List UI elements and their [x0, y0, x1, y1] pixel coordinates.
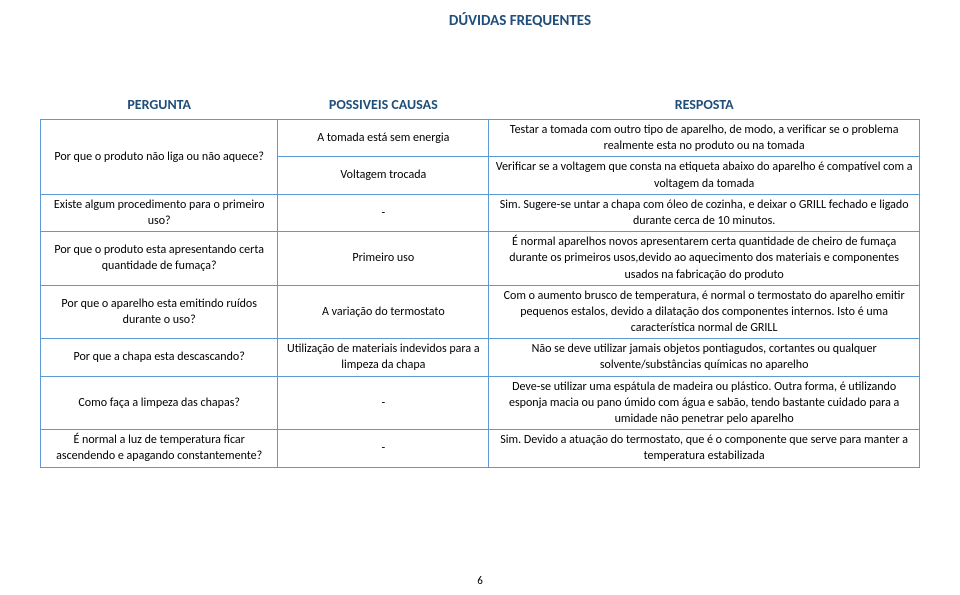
cell-question: Existe algum procedimento para o primeir… [41, 194, 278, 231]
header-cause: POSSIVEIS CAUSAS [278, 90, 489, 120]
faq-table: PERGUNTA POSSIVEIS CAUSAS RESPOSTA Por q… [40, 90, 920, 468]
table-row: Como faça a limpeza das chapas? - Deve-s… [41, 376, 920, 430]
cell-question: É normal a luz de temperatura ficar asce… [41, 430, 278, 467]
cell-question: Por que a chapa esta descascando? [41, 339, 278, 376]
table-row: Existe algum procedimento para o primeir… [41, 194, 920, 231]
table-row: Por que a chapa esta descascando? Utiliz… [41, 339, 920, 376]
page-title: DÚVIDAS FREQUENTES [120, 12, 920, 30]
cell-cause: A variação do termostato [278, 285, 489, 339]
header-question: PERGUNTA [41, 90, 278, 120]
cell-response: Sim. Devido a atuação do termostato, que… [489, 430, 920, 467]
cell-question: Por que o produto esta apresentando cert… [41, 232, 278, 286]
cell-cause: - [278, 194, 489, 231]
cell-response: Não se deve utilizar jamais objetos pont… [489, 339, 920, 376]
table-row: Por que o produto não liga ou não aquece… [41, 120, 920, 157]
table-row: Por que o aparelho esta emitindo ruídos … [41, 285, 920, 339]
table-row: É normal a luz de temperatura ficar asce… [41, 430, 920, 467]
cell-response: Deve-se utilizar uma espátula de madeira… [489, 376, 920, 430]
cell-response: Verificar se a voltagem que consta na et… [489, 157, 920, 194]
cell-response: Com o aumento brusco de temperatura, é n… [489, 285, 920, 339]
cell-question: Por que o produto não liga ou não aquece… [41, 120, 278, 195]
cell-cause: - [278, 376, 489, 430]
table-row: Por que o produto esta apresentando cert… [41, 232, 920, 286]
cell-response: Sim. Sugere-se untar a chapa com óleo de… [489, 194, 920, 231]
cell-cause: Primeiro uso [278, 232, 489, 286]
table-body: Por que o produto não liga ou não aquece… [41, 120, 920, 468]
cell-response: É normal aparelhos novos apresentarem ce… [489, 232, 920, 286]
page-number: 6 [0, 574, 960, 587]
cell-cause: A tomada está sem energia [278, 120, 489, 157]
table-header-row: PERGUNTA POSSIVEIS CAUSAS RESPOSTA [41, 90, 920, 120]
cell-question: Por que o aparelho esta emitindo ruídos … [41, 285, 278, 339]
header-response: RESPOSTA [489, 90, 920, 120]
cell-question: Como faça a limpeza das chapas? [41, 376, 278, 430]
cell-cause: Voltagem trocada [278, 157, 489, 194]
cell-response: Testar a tomada com outro tipo de aparel… [489, 120, 920, 157]
cell-cause: - [278, 430, 489, 467]
cell-cause: Utilização de materiais indevidos para a… [278, 339, 489, 376]
